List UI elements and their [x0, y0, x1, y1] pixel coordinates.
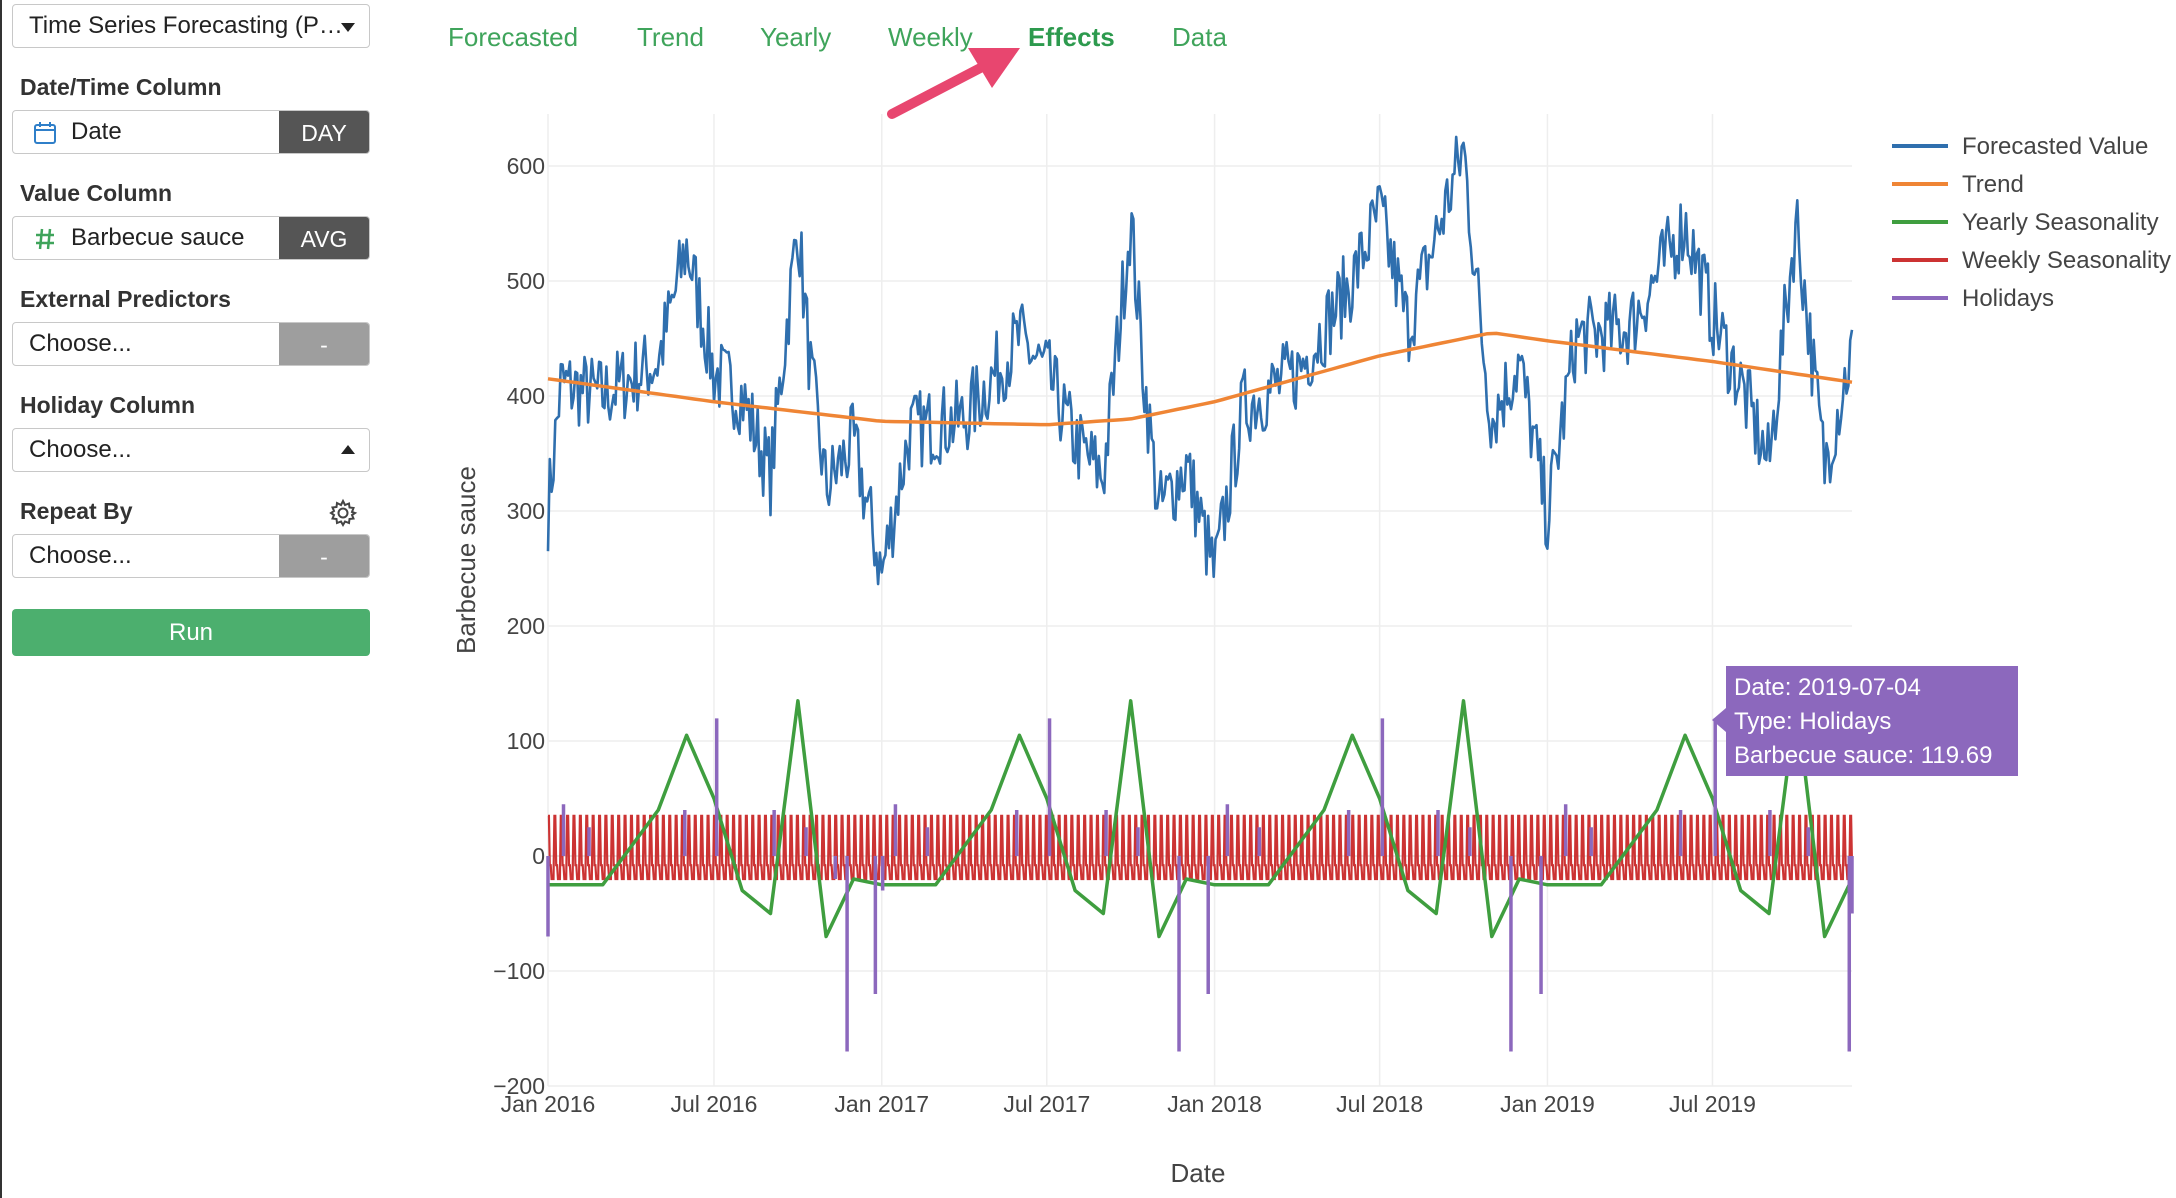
y-tick-label: −200: [493, 1073, 545, 1099]
y-tick-label: 600: [507, 153, 545, 179]
calendar-icon: [34, 122, 56, 144]
trend-line: [547, 331, 1853, 427]
tab-trend[interactable]: Trend: [637, 22, 704, 52]
tab-data[interactable]: Data: [1172, 22, 1227, 52]
datetime-column-label: Date/Time Column: [20, 74, 222, 100]
holiday-column-dropdown[interactable]: Choose...: [12, 428, 370, 472]
y-tick-label: 100: [507, 728, 545, 754]
datetime-column-value: Date: [71, 118, 122, 145]
datetime-unit-button[interactable]: DAY: [279, 111, 369, 153]
weekly-seasonality-line: [547, 814, 1854, 881]
external-predictors-label: External Predictors: [20, 286, 231, 312]
hover-tooltip: Date: 2019-07-04 Type: Holidays Barbecue…: [1712, 666, 2018, 776]
x-tick-label: Jan 2019: [1500, 1091, 1595, 1117]
hash-icon: [36, 228, 54, 250]
legend-label-trend[interactable]: Trend: [1962, 171, 2024, 198]
x-axis-title: Date: [1171, 1158, 1226, 1188]
chart-series: [546, 135, 1854, 1052]
value-column-field[interactable]: Barbecue sauce AVG: [12, 216, 370, 260]
value-column-label: Value Column: [20, 180, 173, 206]
y-tick-label: 200: [507, 613, 545, 639]
y-axis-ticks: 600 500 400 300 200 100 0 −100 −200: [493, 153, 545, 1099]
holiday-column-value: Choose...: [29, 436, 132, 463]
x-tick-label: Jan 2017: [834, 1091, 929, 1117]
external-predictors-field[interactable]: Choose... -: [12, 322, 370, 366]
x-tick-label: Jan 2016: [501, 1091, 596, 1117]
tooltip-date: Date: 2019-07-04: [1734, 674, 1921, 701]
chart-grid: [547, 114, 1852, 1087]
gear-icon[interactable]: [328, 498, 358, 528]
legend-label-yearly-seasonality[interactable]: Yearly Seasonality: [1962, 209, 2159, 236]
tooltip-value: Barbecue sauce: 119.69: [1734, 742, 1992, 769]
y-tick-label: 0: [532, 843, 545, 869]
tab-effects[interactable]: Effects: [1028, 22, 1115, 52]
chevron-down-icon: [341, 23, 355, 32]
repeat-by-button[interactable]: -: [279, 535, 369, 577]
model-selector-dropdown[interactable]: Time Series Forecasting (P…: [12, 4, 370, 48]
repeat-by-field[interactable]: Choose... -: [12, 534, 370, 578]
y-axis-title: Barbecue sauce: [451, 466, 481, 654]
run-button[interactable]: Run: [12, 609, 370, 656]
holiday-column-label: Holiday Column: [20, 392, 196, 418]
y-tick-label: 300: [507, 498, 545, 524]
yearly-seasonality-line: [548, 699, 1854, 939]
x-axis-ticks: Jan 2016 Jul 2016 Jan 2017 Jul 2017 Jan 2018…: [501, 1091, 1756, 1117]
repeat-by-value: Choose...: [29, 542, 132, 569]
datetime-column-field[interactable]: Date DAY: [12, 110, 370, 154]
tab-yearly[interactable]: Yearly: [760, 22, 832, 52]
legend-label-forecasted-value[interactable]: Forecasted Value: [1962, 133, 2148, 160]
legend-label-weekly-seasonality[interactable]: Weekly Seasonality: [1962, 247, 2171, 274]
x-tick-label: Jul 2017: [1003, 1091, 1090, 1117]
tooltip-type: Type: Holidays: [1734, 708, 1891, 735]
x-tick-label: Jul 2019: [1669, 1091, 1756, 1117]
settings-sidebar: Time Series Forecasting (P… Date/Time Co…: [0, 0, 380, 1198]
x-tick-label: Jan 2018: [1167, 1091, 1262, 1117]
model-selector-value: Time Series Forecasting (P…: [29, 12, 343, 39]
external-predictors-value: Choose...: [29, 330, 132, 357]
legend-label-holidays[interactable]: Holidays: [1962, 285, 2054, 312]
y-tick-label: 400: [507, 383, 545, 409]
chevron-up-icon: [341, 445, 355, 454]
repeat-by-label: Repeat By: [20, 498, 133, 524]
chart-legend[interactable]: Forecasted Value Trend Yearly Seasonality W…: [1892, 133, 2171, 312]
pointer-arrow-icon: [887, 48, 1020, 119]
x-tick-label: Jul 2018: [1336, 1091, 1423, 1117]
tooltip-pointer: [1712, 708, 1726, 732]
value-column-value: Barbecue sauce: [71, 224, 245, 251]
x-tick-label: Jul 2016: [670, 1091, 757, 1117]
tooltip-box: [1726, 666, 2018, 776]
tab-weekly[interactable]: Weekly: [888, 22, 973, 52]
aggregation-button[interactable]: AVG: [279, 217, 369, 259]
external-predictors-button[interactable]: -: [279, 323, 369, 365]
y-tick-label: −100: [493, 958, 545, 984]
tab-forecasted[interactable]: Forecasted: [448, 22, 579, 52]
forecasted-value-line: [546, 135, 1854, 586]
y-tick-label: 500: [507, 268, 545, 294]
